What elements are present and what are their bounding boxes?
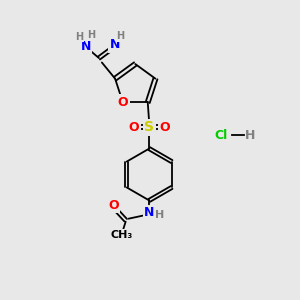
Text: H: H <box>87 30 95 40</box>
Text: O: O <box>118 96 128 109</box>
Text: N: N <box>110 38 120 51</box>
Text: O: O <box>159 121 170 134</box>
Text: N: N <box>144 206 154 219</box>
Text: O: O <box>129 121 139 134</box>
Text: H: H <box>116 31 124 41</box>
Text: N: N <box>80 40 91 53</box>
Text: CH₃: CH₃ <box>110 230 132 241</box>
Text: H: H <box>75 32 83 42</box>
Text: Cl: Cl <box>214 129 227 142</box>
Text: H: H <box>245 129 255 142</box>
Text: O: O <box>108 199 119 212</box>
Text: S: S <box>144 120 154 134</box>
Text: H: H <box>155 210 164 220</box>
